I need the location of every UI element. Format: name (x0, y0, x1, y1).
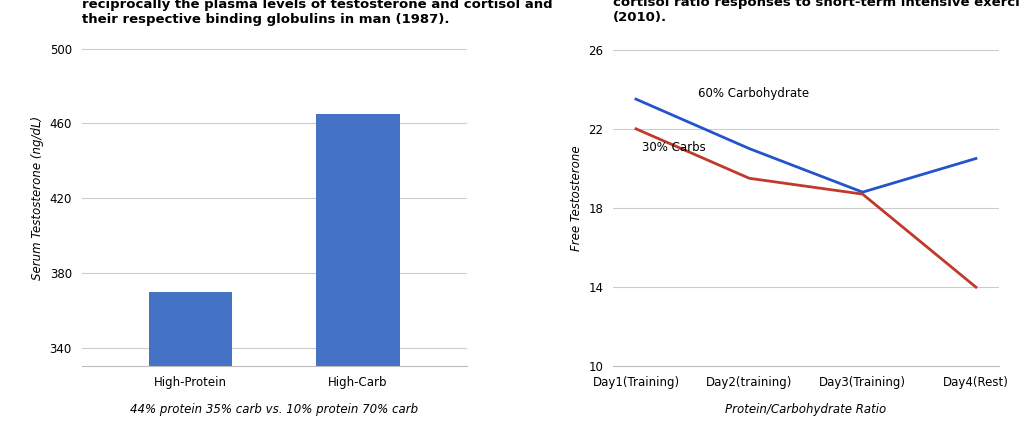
Text: Infuence of dietary carbohydrate intake on the free testosterone:
cortisol ratio: Infuence of dietary carbohydrate intake … (613, 0, 1019, 24)
Bar (149, 291, 232, 366)
Y-axis label: Serum Testosterone (ng/dL): Serum Testosterone (ng/dL) (31, 116, 44, 280)
Y-axis label: Free Testosterone: Free Testosterone (570, 145, 583, 251)
X-axis label: 44% protein 35% carb vs. 10% protein 70% carb: 44% protein 35% carb vs. 10% protein 70%… (130, 403, 418, 416)
Text: 30% Carbs: 30% Carbs (642, 141, 705, 154)
Bar (316, 114, 399, 366)
Text: 60% Carbohydrate: 60% Carbohydrate (698, 87, 809, 100)
X-axis label: Protein/Carbohydrate Ratio: Protein/Carbohydrate Ratio (726, 403, 887, 416)
Text: Diet-hormone interactions: protein/carbohydrate ratio alters
reciprocally the pl: Diet-hormone interactions: protein/carbo… (82, 0, 552, 26)
